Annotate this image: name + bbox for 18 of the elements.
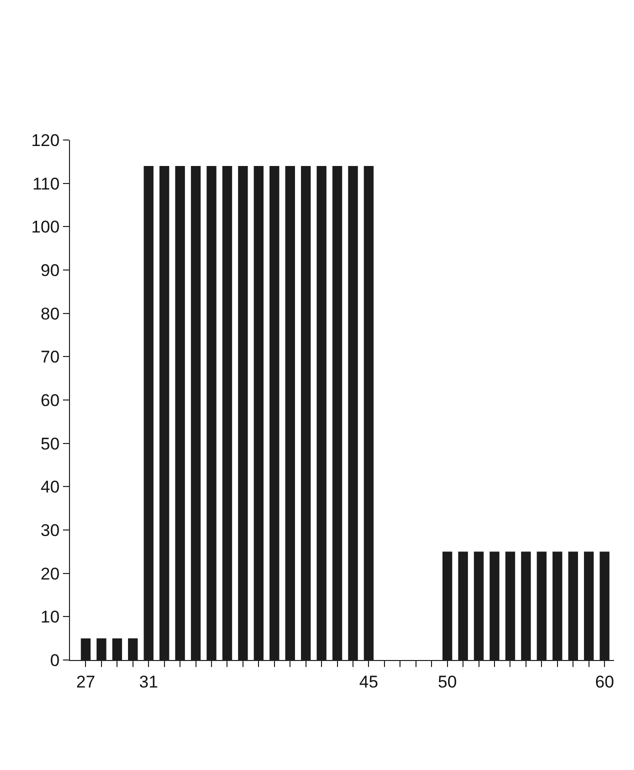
y-tick-label: 40 <box>40 478 60 497</box>
y-tick-label: 90 <box>40 260 60 280</box>
y-tick-label: 80 <box>40 304 60 324</box>
x-tick-label: 60 <box>595 672 614 692</box>
y-tick-label: 30 <box>40 520 60 540</box>
y-tick-label: 50 <box>40 434 60 454</box>
y-tick-label: 0 <box>50 650 60 670</box>
y-tick-label: 60 <box>40 390 60 410</box>
x-tick-label: 50 <box>438 672 457 692</box>
y-tick-label: 100 <box>31 218 60 237</box>
x-tick-label: 27 <box>76 672 96 692</box>
y-tick-label: 110 <box>32 174 60 194</box>
x-tick-label: 31 <box>139 672 158 692</box>
y-tick-label: 120 <box>31 130 60 150</box>
y-tick-label: 10 <box>40 608 60 627</box>
y-tick-label: 20 <box>40 564 60 584</box>
x-tick-label: 45 <box>359 672 378 692</box>
y-tick-label: 70 <box>40 348 60 367</box>
